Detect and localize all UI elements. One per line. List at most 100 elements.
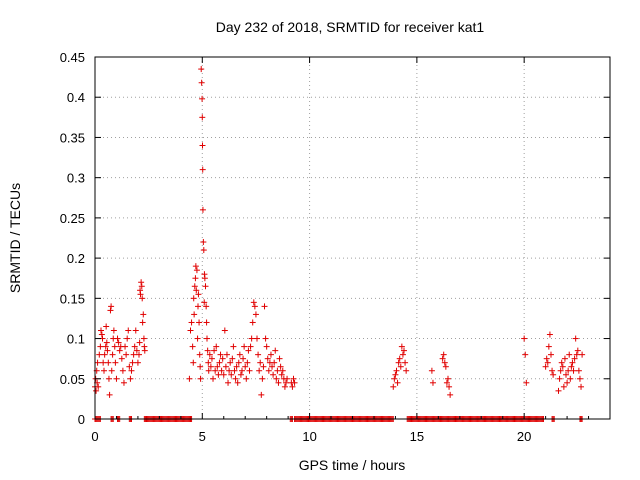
data-point (199, 206, 206, 213)
data-point (198, 66, 205, 73)
data-point (237, 371, 244, 378)
data-point (277, 363, 284, 370)
data-point (128, 367, 135, 374)
data-point (248, 335, 255, 342)
data-point (107, 307, 114, 314)
data-point (212, 367, 219, 374)
data-point (194, 335, 201, 342)
data-point (214, 363, 221, 370)
data-point (270, 371, 277, 378)
data-point (523, 379, 530, 386)
data-point (195, 291, 202, 298)
data-point (565, 367, 572, 374)
data-point (126, 363, 133, 370)
data-point (276, 355, 283, 362)
data-point (192, 263, 199, 270)
data-point (401, 347, 407, 354)
data-point (284, 375, 291, 382)
data-point (391, 375, 398, 382)
data-point (105, 359, 112, 366)
y-axis-label: SRMTID / TECUs (7, 183, 23, 293)
data-point (569, 359, 576, 366)
data-point (557, 367, 564, 374)
data-point (559, 363, 566, 370)
data-point (186, 375, 193, 382)
gridlines (95, 56, 610, 419)
data-point (258, 391, 265, 398)
data-point (94, 359, 101, 366)
data-point (207, 363, 214, 370)
data-point (192, 275, 199, 282)
data-point (206, 351, 213, 358)
data-points (92, 66, 586, 422)
y-tick-label: 0.4 (67, 90, 85, 105)
data-point (138, 279, 145, 286)
data-point (247, 343, 254, 350)
data-point (226, 367, 233, 374)
data-point (111, 343, 118, 350)
data-point (246, 367, 253, 374)
data-point (241, 343, 248, 350)
data-point (263, 343, 270, 350)
data-point (225, 379, 232, 386)
data-point (196, 351, 203, 358)
data-point (110, 327, 117, 334)
data-point (108, 303, 115, 310)
data-point (429, 379, 436, 386)
y-tick-label: 0.1 (67, 332, 85, 347)
data-point (251, 303, 258, 310)
data-point (252, 311, 259, 318)
y-tick-label: 0 (78, 412, 85, 427)
data-point (570, 367, 577, 374)
data-point (204, 335, 211, 342)
data-point (140, 311, 147, 318)
data-point (232, 375, 239, 382)
data-point (97, 343, 104, 350)
data-point (220, 371, 227, 378)
data-point (397, 363, 404, 370)
y-tick-label: 0.45 (60, 50, 85, 65)
data-point (199, 166, 206, 173)
data-point (269, 363, 276, 370)
chart-title: Day 232 of 2018, SRMTID for receiver kat… (216, 19, 485, 35)
data-point (521, 335, 528, 342)
data-point (291, 379, 298, 386)
data-point (575, 367, 582, 374)
data-point (259, 375, 266, 382)
data-point (281, 383, 288, 390)
data-point (219, 355, 226, 362)
data-point (200, 247, 207, 254)
data-point (442, 363, 449, 370)
data-point (282, 379, 289, 386)
data-point (395, 359, 402, 366)
data-point (558, 359, 565, 366)
data-point (278, 371, 285, 378)
plot-frame (94, 56, 611, 420)
data-point (256, 367, 263, 374)
data-point (188, 319, 195, 326)
data-point (201, 299, 208, 306)
data-point (393, 367, 400, 374)
data-point (116, 347, 123, 354)
data-point (127, 375, 134, 382)
axis-ticks: 0 0.05 0.1 0.15 0.2 0.25 0.3 0.35 0.4 0.45 0 5 10 15 2… (60, 50, 611, 444)
data-point (195, 303, 201, 310)
data-point (202, 283, 209, 290)
data-point (547, 351, 554, 358)
data-point (238, 367, 245, 374)
data-point (563, 371, 570, 378)
data-point (227, 359, 234, 366)
data-point (199, 142, 206, 149)
data-point (560, 383, 567, 390)
data-point (240, 355, 247, 362)
data-point (113, 375, 120, 382)
data-point (138, 283, 145, 290)
data-point (394, 379, 401, 386)
data-point (245, 347, 252, 354)
data-point (103, 323, 110, 330)
y-tick-label: 0.2 (67, 251, 85, 266)
data-point (273, 375, 280, 382)
data-point (106, 391, 113, 398)
data-point (546, 331, 553, 338)
data-point (197, 375, 204, 382)
